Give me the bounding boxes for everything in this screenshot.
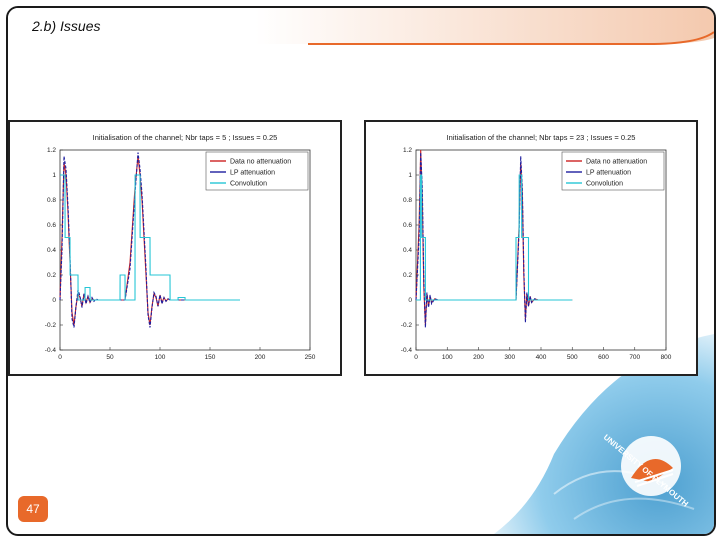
chart-left-y-tick-label: 0.6: [47, 222, 56, 229]
chart-left-y-tick-label: 0: [52, 297, 56, 304]
chart-left-svg: Initialisation of the channel; Nbr taps …: [45, 133, 316, 361]
chart-left-x-tick-label: 150: [205, 354, 216, 361]
chart-left-y-tick-label: 1.2: [47, 147, 56, 154]
slide-title: 2.b) Issues: [32, 18, 101, 34]
chart-left-y-tick-label: 0.2: [47, 272, 56, 279]
chart-right-x-tick-label: 300: [504, 354, 515, 361]
chart-left: Initialisation of the channel; Nbr taps …: [8, 120, 342, 376]
chart-right-svg: Initialisation of the channel; Nbr taps …: [401, 133, 672, 361]
chart-left-y-tick-label: 0.8: [47, 197, 56, 204]
chart-left-title: Initialisation of the channel; Nbr taps …: [93, 133, 278, 142]
chart-right-x-tick-label: 400: [536, 354, 547, 361]
chart-right-y-tick-label: 1: [408, 172, 412, 179]
chart-left-y-tick-label: 0.4: [47, 247, 56, 254]
chart-left-x-tick-label: 50: [106, 354, 114, 361]
chart-right-series-line-3: [416, 174, 573, 301]
chart-right-x-tick-label: 200: [473, 354, 484, 361]
chart-right-title: Initialisation of the channel; Nbr taps …: [447, 133, 636, 142]
chart-right-x-tick-label: 700: [629, 354, 640, 361]
chart-right-y-tick-label: 0.2: [403, 272, 412, 279]
chart-right: Initialisation of the channel; Nbr taps …: [364, 120, 698, 376]
chart-right-x-tick-label: 500: [567, 354, 578, 361]
chart-right-x-tick-label: 800: [661, 354, 672, 361]
chart-left-series-line-3: [60, 174, 240, 301]
chart-right-x-tick-label: 0: [414, 354, 418, 361]
chart-right-y-tick-label: 0.8: [403, 197, 412, 204]
chart-right-x-tick-label: 100: [442, 354, 453, 361]
chart-right-x-tick-label: 600: [598, 354, 609, 361]
chart-left-legend-label: Data no attenuation: [230, 159, 291, 166]
chart-right-legend-label: Data no attenuation: [586, 159, 647, 166]
page-number: 47: [18, 496, 48, 522]
chart-left-x-tick-label: 0: [58, 354, 62, 361]
chart-left-y-tick-label: 1: [52, 172, 56, 179]
header-band: [8, 8, 714, 45]
chart-left-x-tick-label: 200: [255, 354, 266, 361]
chart-right-y-tick-label: 0: [408, 297, 412, 304]
chart-right-y-tick-label: 0.4: [403, 247, 412, 254]
chart-left-x-tick-label: 250: [305, 354, 316, 361]
chart-left-legend-label: LP attenuation: [230, 170, 275, 177]
chart-right-y-tick-label: 1.2: [403, 147, 412, 154]
chart-left-y-tick-label: -0.4: [45, 347, 57, 354]
chart-left-x-tick-label: 100: [155, 354, 166, 361]
chart-left-y-tick-label: -0.2: [45, 322, 57, 329]
university-logo: UNIVERSITY OF PLYMOUTH: [602, 433, 690, 509]
chart-right-y-tick-label: 0.6: [403, 222, 412, 229]
chart-right-legend-label: Convolution: [586, 181, 623, 188]
chart-right-legend-label: LP attenuation: [586, 170, 631, 177]
chart-right-y-tick-label: -0.4: [401, 347, 413, 354]
chart-right-y-tick-label: -0.2: [401, 322, 413, 329]
chart-left-legend-label: Convolution: [230, 181, 267, 188]
